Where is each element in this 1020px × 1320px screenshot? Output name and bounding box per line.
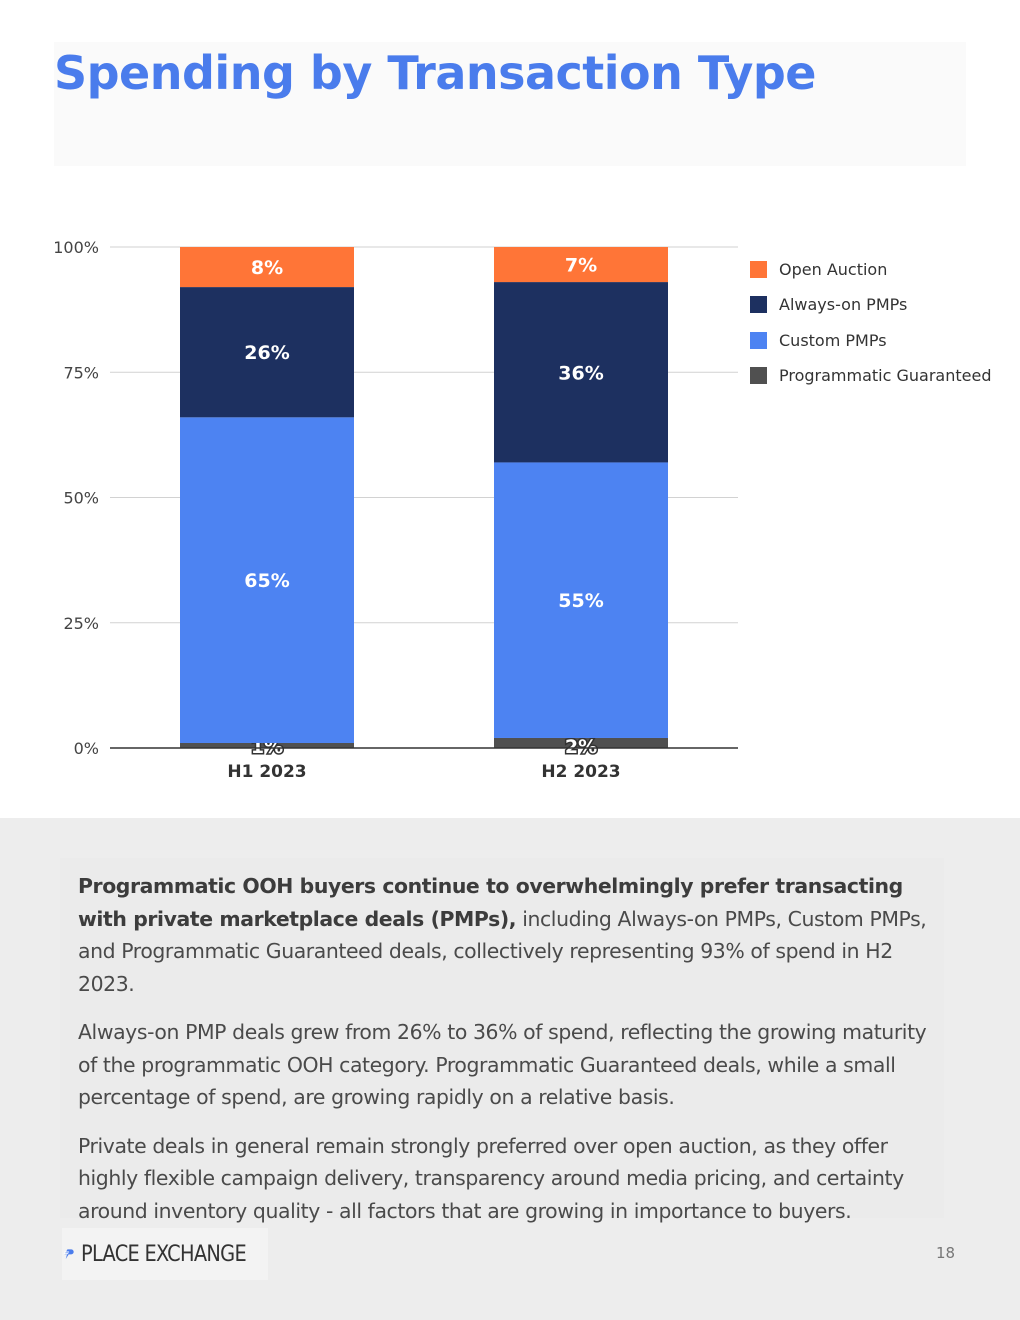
data-label: 26% [244,342,289,364]
legend-label: Always-on PMPs [779,295,908,315]
y-tick-label: 50% [63,489,99,508]
place-exchange-logo: PLACE EXCHANGE [62,1228,268,1280]
bar-segment [494,462,668,738]
data-label: 7% [565,255,597,277]
summary-text: Programmatic OOH buyers continue to over… [78,870,948,1243]
bar-segment [494,737,668,748]
chart-legend: Open Auction Always-on PMPs Custom PMPs Pro… [750,252,991,393]
bar-segment [180,287,354,418]
title-background [54,42,966,166]
legend-swatch [750,296,767,314]
legend-swatch [750,331,767,349]
text-card [60,858,944,1218]
bar-segment [180,417,354,743]
data-label: 8% [251,257,283,279]
paragraph-1-bold: Programmatic OOH buyers continue to over… [78,874,903,931]
text-section: Programmatic OOH buyers continue to over… [0,818,1020,1320]
legend-swatch [750,367,767,385]
legend-label: Programmatic Guaranteed [779,366,992,386]
legend-item: Open Auction [750,252,991,287]
paragraph-3: Private deals in general remain strongly… [78,1133,904,1223]
paragraph-1: Programmatic OOH buyers continue to over… [78,870,948,1000]
stacked-bar-chart: 0%25%50%75%100%1%65%26%8%H1 20232%55%36%… [53,238,738,782]
legend-item: Custom PMPs [750,323,991,358]
y-tick-label: 75% [63,363,99,382]
data-label: 55% [558,590,603,612]
legend-item: Programmatic Guaranteed [750,358,991,393]
x-tick-label: H2 2023 [541,762,620,782]
legend-label: Custom PMPs [779,330,887,350]
data-label: 65% [244,570,289,592]
y-tick-label: 0% [74,739,99,758]
page-number: 18 [936,1244,956,1262]
bar-segment [180,742,354,748]
data-label: 2% [565,736,597,758]
paragraph-1-rest: including Always-on PMPs, Custom PMPs, a… [78,906,927,996]
data-label: 36% [558,362,603,384]
bar-segment [180,247,354,288]
bar-segment [494,247,668,283]
place-exchange-logo-icon [63,1249,74,1260]
bar-segment [494,282,668,463]
legend-label: Open Auction [779,260,888,280]
paragraph-2: Always-on PMP deals grew from 26% to 36%… [78,1020,927,1109]
page-title: Spending by Transaction Type [54,46,816,100]
legend-item: Always-on PMPs [750,287,991,322]
logo-text: PLACE EXCHANGE [80,1241,247,1267]
x-tick-label: H1 2023 [227,762,306,782]
y-tick-label: 25% [63,614,99,633]
y-tick-label: 100% [53,238,99,257]
legend-swatch [750,261,767,279]
